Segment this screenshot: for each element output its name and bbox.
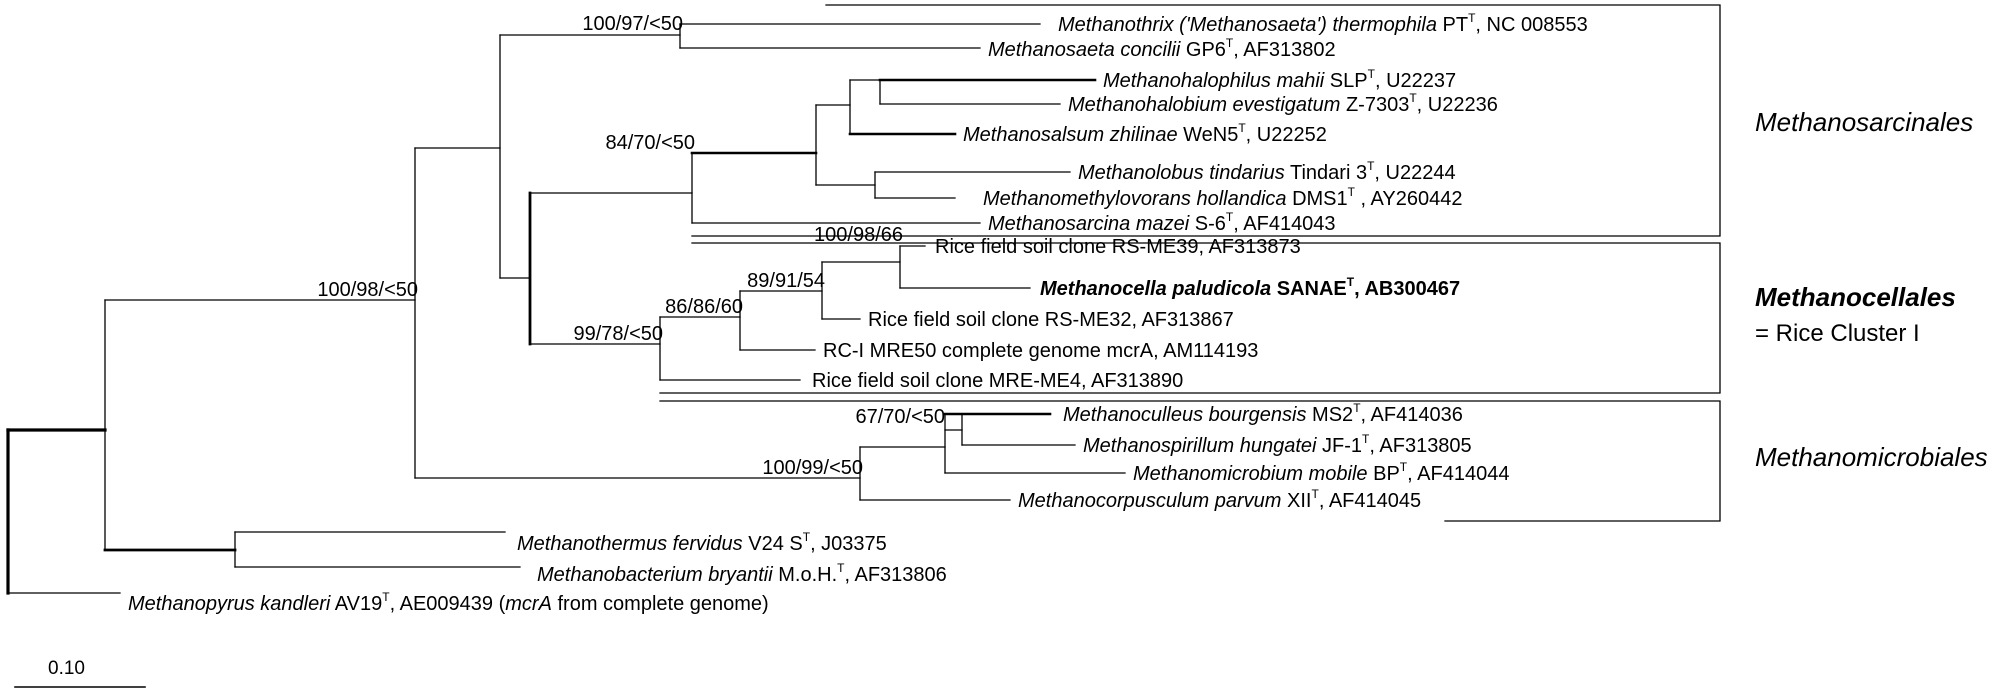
microbiales-box [659,400,1721,522]
support-value: 89/91/54 [747,270,825,292]
taxon-label: Methanosarcina mazei S-6T, AF414043 [988,210,1336,235]
clade-boxes [659,4,1721,522]
support-value: 100/99/<50 [762,457,863,479]
taxon-label: Methanohalobium evestigatum Z-7303T, U22… [1068,91,1498,116]
support-value: 100/98/<50 [317,279,418,301]
clade-label-microbiales: Methanomicrobiales [1755,442,1988,472]
taxon-label: Methanothermus fervidus V24 ST, J03375 [517,530,887,555]
taxon-label: Methanomethylovorans hollandica DMS1T , … [983,185,1462,210]
taxon-label: Methanoculleus bourgensis MS2T, AF414036 [1063,401,1463,426]
taxon-label: Methanopyrus kandleri AV19T, AE009439 (m… [128,590,769,615]
scale-bar-label: 0.10 [48,658,85,679]
clade-label-cellales: Methanocellales [1755,282,1956,312]
taxon-label: Methanosaeta concilii GP6T, AF313802 [988,36,1336,61]
sarcinales-box [691,4,1721,237]
clade-label-sarcinales: Methanosarcinales [1755,107,1973,137]
taxon-label: Methanobacterium bryantii M.o.H.T, AF313… [537,561,947,586]
taxon-label: Methanospirillum hungatei JF-1T, AF31380… [1083,432,1472,457]
taxon-label: Methanocorpusculum parvum XIIT, AF414045 [1018,487,1421,512]
taxon-label: Methanolobus tindarius Tindari 3T, U2224… [1078,159,1456,184]
cellales-box [659,242,1721,394]
clade-alias-cellales: = Rice Cluster I [1755,320,1920,347]
taxon-label: RC-I MRE50 complete genome mcrA, AM11419… [823,340,1258,362]
taxon-label: Methanothrix ('Methanosaeta') thermophil… [1058,11,1588,36]
taxon-label: Methanomicrobium mobile BPT, AF414044 [1133,460,1509,485]
taxon-label: Methanosalsum zhilinae WeN5T, U22252 [963,121,1327,146]
taxon-label: Methanohalophilus mahii SLPT, U22237 [1103,67,1456,92]
taxon-label: Rice field soil clone RS-ME32, AF313867 [868,309,1234,331]
support-value: 84/70/<50 [605,132,695,154]
taxon-label-highlight: Methanocella paludicola SANAET, AB300467 [1040,275,1460,300]
support-value: 67/70/<50 [855,406,945,428]
support-value: 100/98/66 [814,224,903,246]
support-value: 86/86/60 [665,296,743,318]
support-value: 100/97/<50 [582,13,683,35]
taxon-label: Rice field soil clone MRE-ME4, AF313890 [812,370,1183,392]
support-value: 99/78/<50 [573,323,663,345]
taxon-label: Rice field soil clone RS-ME39, AF313873 [935,236,1301,258]
